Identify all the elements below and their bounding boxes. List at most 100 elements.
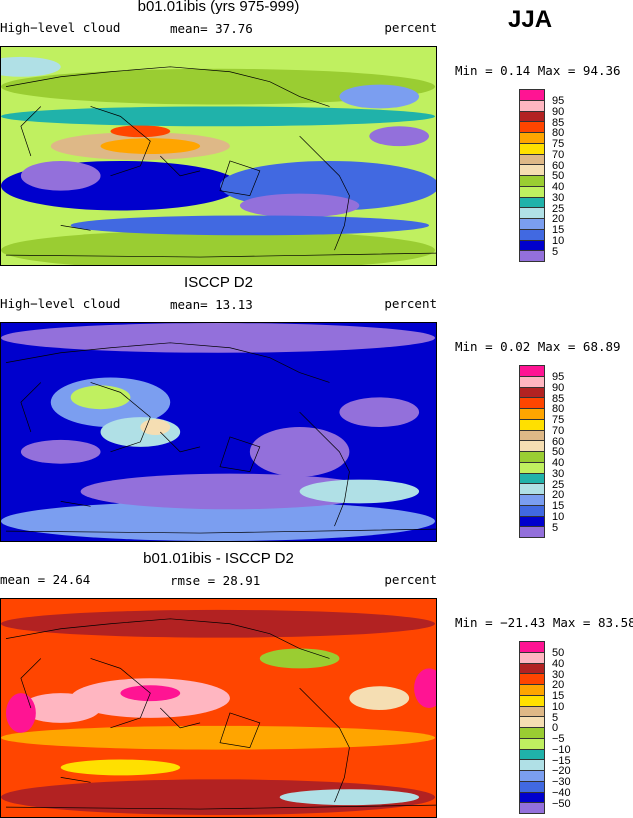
colorbar-swatch (519, 673, 545, 684)
colorbar-swatch (519, 802, 545, 814)
colorbar-tick-label: 30 (552, 668, 565, 681)
colorbar-tick-label: −5 (552, 733, 565, 745)
panel-title: b01.01ibis (yrs 975-999) (137, 0, 300, 15)
min-max-label: Min = −21.43 Max = 83.58 (455, 615, 633, 630)
colorbar (519, 365, 545, 538)
contour-region (1, 725, 436, 750)
panel-units-label: percent (384, 572, 437, 587)
colorbar-swatch (519, 418, 545, 430)
colorbar-tick-label: 70 (552, 148, 565, 161)
colorbar-swatch (519, 651, 545, 663)
contour-map (0, 322, 437, 542)
colorbar-swatch (519, 727, 545, 738)
colorbar-tick-label: −20 (552, 765, 571, 778)
colorbar-swatch (519, 526, 545, 538)
colorbar-swatch (519, 408, 545, 419)
colorbar-swatch (519, 99, 545, 111)
colorbar-tick-label: 5 (552, 711, 559, 724)
min-max-label: Min = 0.14 Max = 94.36 (455, 63, 621, 78)
panel-mean-label: mean= 37.76 (170, 21, 253, 36)
colorbar-swatch (519, 110, 545, 122)
colorbar-swatch (519, 375, 545, 387)
colorbar (519, 89, 545, 262)
colorbar-tick-label: 5 (552, 521, 559, 534)
colorbar-tick-label: 40 (552, 181, 565, 193)
colorbar-tick-label: −30 (552, 776, 571, 788)
season-label: JJA (508, 6, 553, 33)
contour-region (249, 427, 350, 477)
contour-region (1, 56, 61, 77)
colorbar-swatch (519, 770, 545, 781)
contour-region (20, 693, 101, 723)
colorbar-tick-label: 30 (552, 191, 565, 204)
colorbar-swatch (519, 791, 545, 803)
contour-region (20, 439, 101, 464)
contour-region (110, 125, 171, 138)
contour-region (60, 759, 181, 776)
colorbar-tick-label: −50 (552, 797, 571, 810)
colorbar-swatch (519, 504, 545, 516)
colorbar-tick-label: −15 (552, 754, 571, 767)
colorbar-tick-label: 75 (552, 138, 565, 150)
panel-title: ISCCP D2 (184, 274, 253, 291)
colorbar-tick-label: 50 (552, 446, 565, 459)
coastline (5, 66, 436, 258)
colorbar-tick-label: 10 (552, 234, 565, 247)
colorbar-tick-label: −40 (552, 786, 571, 799)
colorbar-tick-label: 15 (552, 224, 565, 236)
colorbar-tick-label: 15 (552, 500, 565, 512)
contour-region (100, 417, 181, 447)
colorbar-tick-label: 80 (552, 127, 565, 140)
colorbar-tick-label: 25 (552, 202, 565, 215)
colorbar-swatch (519, 142, 545, 154)
contour-region (339, 84, 420, 109)
colorbar-swatch (519, 737, 545, 749)
panel-title: b01.01ibis - ISCCP D2 (143, 550, 294, 567)
colorbar-tick-label: 95 (552, 371, 565, 383)
contour-region (1, 609, 436, 638)
colorbar-tick-label: 50 (552, 170, 565, 183)
contour-region (369, 126, 430, 147)
colorbar-swatch (519, 440, 545, 451)
colorbar (519, 641, 545, 814)
colorbar-swatch (519, 185, 545, 197)
colorbar-swatch (519, 121, 545, 132)
colorbar-swatch (519, 451, 545, 462)
contour-region (349, 686, 410, 710)
contour-region (20, 160, 101, 191)
contour-region (70, 215, 430, 236)
colorbar-tick-label: 10 (552, 510, 565, 523)
colorbar-swatch (519, 472, 545, 484)
panel-mean-label: rmse = 28.91 (170, 573, 261, 588)
colorbar-tick-label: 75 (552, 414, 565, 426)
colorbar-tick-label: 30 (552, 467, 565, 480)
contour-region (80, 473, 380, 510)
colorbar-tick-label: 50 (552, 647, 565, 659)
colorbar-swatch (519, 132, 545, 143)
colorbar-tick-label: 60 (552, 435, 565, 448)
colorbar-swatch (519, 397, 545, 408)
colorbar-tick-label: 40 (552, 657, 565, 670)
colorbar-swatch (519, 641, 545, 652)
colorbar-tick-label: 95 (552, 95, 565, 107)
colorbar-swatch (519, 494, 545, 505)
contour-region (1, 323, 436, 353)
colorbar-swatch (519, 196, 545, 208)
colorbar-swatch (519, 515, 545, 527)
contour-region (414, 668, 436, 708)
panel-units-label: percent (384, 20, 437, 35)
colorbar-swatch (519, 716, 545, 727)
colorbar-swatch (519, 164, 545, 175)
colorbar-swatch (519, 250, 545, 262)
colorbar-tick-label: 90 (552, 381, 565, 394)
colorbar-swatch (519, 239, 545, 251)
colorbar-swatch (519, 684, 545, 695)
contour-region (259, 648, 340, 669)
colorbar-swatch (519, 153, 545, 165)
contour-region (239, 193, 360, 218)
colorbar-tick-label: 85 (552, 116, 565, 129)
colorbar-swatch (519, 89, 545, 100)
colorbar-swatch (519, 461, 545, 473)
panel-mean-label: mean= 13.13 (170, 297, 253, 312)
contour-region (279, 789, 420, 806)
